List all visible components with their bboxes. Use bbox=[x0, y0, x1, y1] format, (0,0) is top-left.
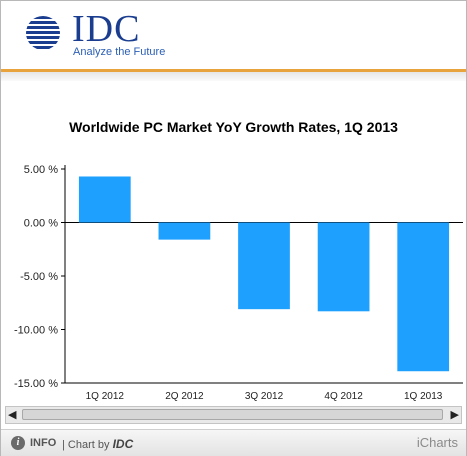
bar bbox=[78, 176, 131, 223]
x-tick-label: 1Q 2012 bbox=[86, 391, 125, 401]
x-tick-label: 1Q 2013 bbox=[404, 391, 443, 401]
y-tick-label: -5.00 % bbox=[20, 271, 58, 283]
bar bbox=[158, 222, 211, 240]
y-tick-label: -10.00 % bbox=[14, 325, 58, 337]
bar bbox=[397, 222, 450, 372]
x-tick-label: 2Q 2012 bbox=[165, 391, 204, 401]
chart-by-brand: IDC bbox=[112, 437, 134, 451]
header-shadow bbox=[1, 72, 466, 81]
header: IDC Analyze the Future bbox=[1, 1, 466, 69]
brand-logo-text: IDC bbox=[72, 8, 141, 50]
scroll-right-arrow-icon[interactable]: ▶ bbox=[450, 409, 459, 421]
horizontal-scrollbar[interactable]: ◀ ▶ bbox=[5, 406, 462, 424]
icharts-logo[interactable]: iCharts bbox=[416, 435, 458, 450]
globe-logo-icon bbox=[26, 16, 60, 49]
chart-by-prefix: | Chart by bbox=[62, 439, 110, 451]
chart-title: Worldwide PC Market YoY Growth Rates, 1Q… bbox=[69, 119, 398, 135]
info-link[interactable]: INFO bbox=[30, 437, 57, 449]
scroll-left-arrow-icon[interactable]: ◀ bbox=[8, 409, 17, 421]
x-tick-label: 4Q 2012 bbox=[324, 391, 363, 401]
header-divider bbox=[1, 69, 466, 72]
bar bbox=[238, 222, 290, 310]
y-tick-label: 0.00 % bbox=[24, 218, 58, 230]
y-tick-label: 5.00 % bbox=[24, 164, 58, 176]
chart-by-credit: | Chart by IDC bbox=[62, 437, 133, 451]
brand-tagline: Analyze the Future bbox=[73, 46, 166, 58]
x-tick-label: 3Q 2012 bbox=[245, 391, 284, 401]
scrollbar-thumb[interactable] bbox=[22, 409, 443, 420]
bar-chart: 5.00 % 0.00 % -5.00 % -10.00 % -15.00 % 1Q 20… bbox=[14, 164, 463, 401]
footer: i INFO | Chart by IDC iCharts bbox=[1, 429, 466, 456]
y-tick-label: -15.00 % bbox=[14, 378, 58, 390]
bar bbox=[317, 222, 370, 312]
info-icon[interactable]: i bbox=[11, 436, 25, 450]
